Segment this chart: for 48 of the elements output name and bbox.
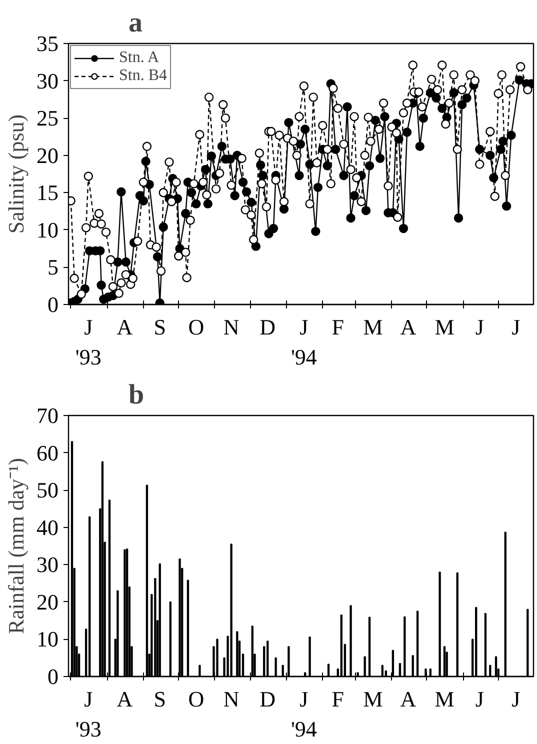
legend-label: Stn. A: [119, 49, 160, 67]
x-tick-label: J '93: [75, 314, 102, 370]
x-tick-label: S: [154, 314, 166, 340]
x-tick-label: O: [188, 686, 204, 712]
x-tick-label: M: [363, 314, 383, 340]
x-tick-label: A: [400, 686, 416, 712]
y-tick-label: 0: [48, 292, 58, 317]
x-tick-label: M: [434, 314, 454, 340]
x-tick-label: J '93: [75, 686, 102, 742]
y-tick-label: 40: [36, 514, 58, 540]
y-tick-label: 10: [36, 626, 58, 652]
x-tick-label: N: [223, 686, 240, 712]
x-tick-label: A: [116, 686, 133, 712]
x-tick-label: J '94: [290, 314, 317, 370]
x-tick-label: S: [154, 686, 166, 712]
x-tick-label: F: [332, 314, 344, 340]
y-tick-label: 0: [48, 664, 58, 689]
y-tick-label: 5: [48, 254, 58, 280]
x-tick-label: J '94: [290, 686, 317, 742]
x-tick-label: M: [363, 686, 383, 712]
x-tick-label: J: [475, 686, 484, 712]
y-tick-label: 25: [36, 106, 58, 131]
legend-label: Stn. B4: [119, 67, 168, 85]
x-tick-label: F: [332, 686, 344, 712]
x-tick-label: J: [512, 314, 521, 340]
x-tick-label: M: [434, 686, 454, 712]
y-tick-label: 30: [36, 552, 58, 578]
x-tick-label: J: [475, 314, 484, 340]
chart-title: b: [128, 380, 144, 410]
y-axis-title: Salinity (psu): [4, 114, 28, 234]
y-tick-label: 35: [36, 31, 58, 56]
y-tick-label: 20: [36, 142, 58, 168]
y-tick-label: 15: [36, 180, 58, 206]
x-tick-label: A: [400, 314, 416, 340]
x-tick-label: D: [260, 314, 276, 340]
x-tick-label: N: [223, 314, 240, 340]
y-tick-label: 30: [36, 68, 58, 94]
x-tick-label: D: [260, 686, 276, 712]
y-tick-label: 20: [36, 589, 58, 614]
y-axis-title: Rainfall (mm day⁻¹): [4, 458, 28, 634]
chart-title: a: [128, 8, 142, 38]
y-tick-label: 60: [36, 440, 58, 466]
y-tick-label: 10: [36, 217, 58, 242]
y-tick-label: 50: [36, 478, 58, 503]
y-tick-label: 70: [36, 403, 58, 428]
x-tick-label: O: [188, 314, 204, 340]
x-tick-label: A: [116, 314, 133, 340]
x-tick-label: J: [512, 686, 521, 712]
